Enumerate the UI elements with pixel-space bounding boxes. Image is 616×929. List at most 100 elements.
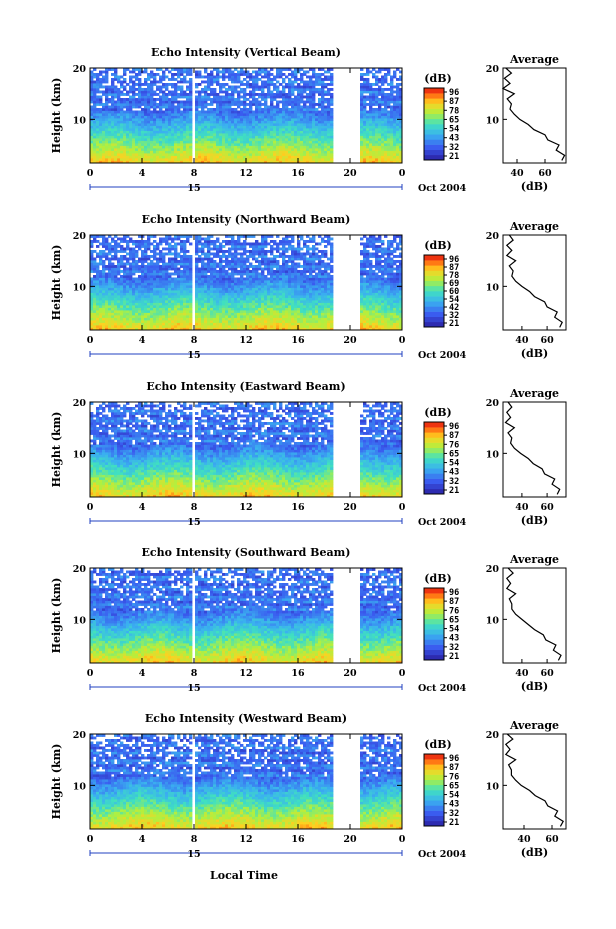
panel-2: Echo Intensity (Northward Beam) 0 4 8 12 16 20… bbox=[50, 213, 567, 361]
colorbar-tick-label: 96 bbox=[449, 88, 459, 98]
colorbar-tick-label: 54 bbox=[449, 295, 459, 305]
colorbar-unit: (dB) bbox=[424, 239, 451, 252]
panel-3: Echo Intensity (Eastward Beam) 0 4 8 12 16 20 0… bbox=[50, 380, 567, 528]
x-tick-label: 20 bbox=[343, 502, 357, 513]
colorbar-tick-label: 43 bbox=[449, 634, 459, 644]
y-tick-label: 10 bbox=[73, 781, 87, 792]
x-tick-label: 20 bbox=[343, 335, 357, 346]
panel-5: Echo Intensity (Westward Beam) 0 4 8 12 16 20 0… bbox=[50, 712, 567, 860]
x-tick-label: 8 bbox=[191, 335, 198, 346]
avg-frame bbox=[502, 401, 567, 498]
panel-title: Echo Intensity (Eastward Beam) bbox=[146, 380, 345, 393]
avg-x-tick-label: 40 bbox=[515, 335, 529, 346]
avg-x-tick-label: 60 bbox=[538, 168, 552, 179]
avg-title: Average bbox=[509, 719, 559, 732]
date-label: Oct 2004 bbox=[418, 849, 467, 860]
y-tick-label: 20 bbox=[73, 564, 87, 575]
x-tick-label: 0 bbox=[399, 335, 406, 346]
x-tick-label: 0 bbox=[399, 502, 406, 513]
y-axis-label: Height (km) bbox=[50, 78, 63, 154]
avg-profile-line bbox=[505, 567, 562, 661]
colorbar-tick-label: 43 bbox=[449, 468, 459, 478]
day-label: 15 bbox=[187, 683, 200, 694]
colorbar-tick-label: 54 bbox=[449, 459, 459, 469]
avg-y-tick-label: 20 bbox=[486, 64, 500, 75]
colorbar-tick-label: 21 bbox=[449, 486, 459, 496]
day-label: 15 bbox=[187, 183, 200, 194]
colorbar-tick-label: 76 bbox=[449, 606, 459, 616]
x-tick-label: 12 bbox=[239, 335, 252, 346]
avg-y-tick-label: 10 bbox=[486, 115, 500, 126]
colorbar-tick-label: 54 bbox=[449, 125, 459, 135]
x-tick-label: 4 bbox=[139, 502, 146, 513]
bottom-xlabel: Local Time bbox=[210, 869, 278, 882]
colorbar-tick-label: 87 bbox=[449, 263, 459, 273]
colorbar-tick-label: 96 bbox=[449, 422, 459, 432]
y-tick-label: 20 bbox=[73, 231, 87, 242]
colorbar-tick-label: 42 bbox=[449, 303, 459, 313]
heatmap-field bbox=[90, 568, 403, 664]
avg-title: Average bbox=[509, 53, 559, 66]
colorbar-tick-label: 65 bbox=[449, 781, 459, 791]
day-label: 15 bbox=[187, 350, 200, 361]
avg-x-tick-label: 60 bbox=[540, 502, 554, 513]
x-tick-label: 12 bbox=[239, 168, 252, 179]
colorbar-tick-label: 65 bbox=[449, 115, 459, 125]
x-tick-label: 0 bbox=[399, 168, 406, 179]
colorbar-tick-label: 54 bbox=[449, 625, 459, 635]
date-label: Oct 2004 bbox=[418, 350, 467, 361]
avg-xlabel: (dB) bbox=[521, 514, 548, 527]
colorbar-tick-label: 87 bbox=[449, 763, 459, 773]
colorbar-tick-label: 87 bbox=[449, 431, 459, 441]
x-tick-label: 0 bbox=[87, 834, 94, 845]
colorbar-tick-label: 43 bbox=[449, 800, 459, 810]
colorbar-tick-label: 21 bbox=[449, 152, 459, 162]
y-tick-label: 20 bbox=[73, 730, 87, 741]
avg-xlabel: (dB) bbox=[521, 347, 548, 360]
avg-title: Average bbox=[509, 387, 559, 400]
heatmap-field bbox=[90, 734, 403, 830]
panel-title: Echo Intensity (Westward Beam) bbox=[145, 712, 347, 725]
avg-x-tick-label: 40 bbox=[515, 668, 529, 679]
x-tick-label: 0 bbox=[87, 668, 94, 679]
y-tick-label: 20 bbox=[73, 64, 87, 75]
avg-y-tick-label: 20 bbox=[486, 398, 500, 409]
x-tick-label: 4 bbox=[139, 335, 146, 346]
colorbar-tick-label: 87 bbox=[449, 97, 459, 107]
avg-y-tick-label: 20 bbox=[486, 231, 500, 242]
colorbar-tick-label: 21 bbox=[449, 652, 459, 662]
colorbar-tick-label: 76 bbox=[449, 772, 459, 782]
date-label: Oct 2004 bbox=[418, 183, 467, 194]
colorbar-tick-label: 21 bbox=[449, 818, 459, 828]
avg-profile-line bbox=[501, 67, 566, 161]
avg-x-tick-label: 60 bbox=[545, 834, 559, 845]
avg-profile-line bbox=[504, 733, 565, 827]
x-tick-label: 4 bbox=[139, 168, 146, 179]
y-tick-label: 10 bbox=[73, 449, 87, 460]
x-tick-label: 16 bbox=[291, 168, 305, 179]
x-tick-label: 12 bbox=[239, 834, 252, 845]
heatmap-field bbox=[90, 68, 403, 164]
date-label: Oct 2004 bbox=[418, 517, 467, 528]
colorbar-tick-label: 60 bbox=[449, 287, 459, 297]
colorbar-tick-label: 65 bbox=[449, 449, 459, 459]
panel-title: Echo Intensity (Southward Beam) bbox=[142, 546, 351, 559]
x-tick-label: 0 bbox=[87, 168, 94, 179]
x-tick-label: 0 bbox=[87, 502, 94, 513]
x-tick-label: 16 bbox=[291, 502, 305, 513]
avg-x-tick-label: 60 bbox=[540, 668, 554, 679]
heatmap-field bbox=[90, 235, 403, 331]
colorbar-tick-label: 21 bbox=[449, 319, 459, 329]
avg-y-tick-label: 10 bbox=[486, 615, 500, 626]
x-tick-label: 4 bbox=[139, 834, 146, 845]
colorbar-tick-label: 78 bbox=[449, 271, 459, 281]
y-tick-label: 10 bbox=[73, 282, 87, 293]
x-tick-label: 8 bbox=[191, 834, 198, 845]
avg-frame bbox=[502, 234, 567, 331]
y-tick-label: 10 bbox=[73, 615, 87, 626]
avg-xlabel: (dB) bbox=[521, 680, 548, 693]
